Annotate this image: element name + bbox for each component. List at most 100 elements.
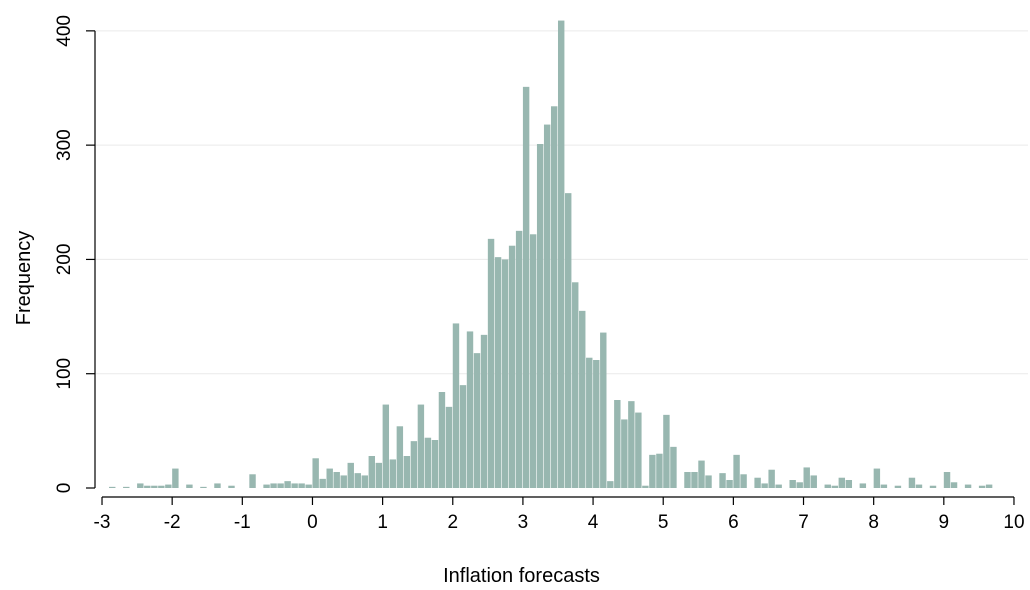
histogram-bar bbox=[151, 485, 158, 488]
histogram-bar bbox=[985, 484, 993, 488]
histogram-bar bbox=[908, 477, 916, 488]
histogram-bar bbox=[438, 392, 446, 488]
histogram-bar bbox=[691, 472, 698, 488]
histogram-bar bbox=[873, 468, 881, 488]
histogram-bar bbox=[565, 193, 572, 488]
histogram-bar bbox=[536, 144, 544, 488]
histogram-bar bbox=[312, 458, 319, 488]
histogram-bar bbox=[810, 475, 817, 488]
x-tick-label: -2 bbox=[164, 512, 181, 533]
histogram-bar bbox=[768, 469, 775, 488]
histogram-bar bbox=[410, 441, 418, 488]
histogram-bar bbox=[929, 485, 937, 488]
histogram-bar bbox=[333, 472, 340, 488]
x-tick-label: 8 bbox=[868, 512, 879, 533]
y-tick-label: 0 bbox=[54, 483, 75, 494]
histogram-bar bbox=[614, 400, 621, 488]
histogram-bar bbox=[347, 462, 354, 488]
histogram-bar bbox=[487, 238, 495, 488]
histogram-bar bbox=[796, 482, 803, 488]
histogram-bar bbox=[719, 473, 726, 488]
histogram-bar bbox=[277, 483, 284, 488]
histogram-bar bbox=[543, 124, 551, 489]
histogram-bar bbox=[943, 472, 951, 488]
histogram-bar bbox=[663, 414, 670, 488]
histogram-bar bbox=[305, 484, 312, 488]
histogram-bar bbox=[326, 468, 333, 488]
histogram-bar bbox=[501, 259, 509, 488]
histogram-bar bbox=[466, 331, 474, 488]
histogram-bar bbox=[298, 483, 305, 488]
histogram-bar bbox=[670, 446, 677, 488]
histogram-bar bbox=[389, 459, 397, 488]
histogram-bar bbox=[557, 20, 565, 488]
histogram-bar bbox=[775, 484, 782, 488]
histogram-bar bbox=[165, 484, 172, 488]
histogram-bar bbox=[978, 485, 986, 488]
histogram-bar bbox=[586, 357, 593, 488]
y-tick-label: 100 bbox=[54, 358, 75, 390]
histogram-bar bbox=[628, 401, 635, 488]
histogram-bar bbox=[403, 456, 411, 488]
histogram-bar bbox=[228, 485, 235, 488]
histogram-bar bbox=[522, 86, 530, 488]
histogram-bar bbox=[172, 468, 179, 488]
histogram-bar bbox=[529, 234, 537, 488]
histogram-bar bbox=[915, 484, 923, 488]
y-axis-title: Frequency bbox=[13, 231, 35, 326]
histogram-bar bbox=[761, 483, 768, 488]
histogram-bar bbox=[698, 460, 705, 488]
histogram-bar bbox=[361, 475, 368, 488]
histogram-bar bbox=[880, 484, 888, 488]
histogram-bar bbox=[579, 310, 586, 488]
histogram-bar bbox=[368, 456, 376, 488]
y-axis-ticks: 0 100 200 300 400 bbox=[54, 15, 95, 493]
histogram-bar bbox=[459, 385, 467, 488]
histogram-bar bbox=[144, 485, 151, 488]
histogram-bar bbox=[284, 481, 291, 488]
histogram-bar bbox=[382, 404, 390, 488]
histogram-bar bbox=[950, 482, 958, 488]
x-tick-label: 3 bbox=[518, 512, 529, 533]
histogram-bar bbox=[452, 323, 460, 488]
histogram-bar bbox=[705, 475, 712, 488]
histogram-bar bbox=[964, 484, 972, 488]
histogram-bar bbox=[649, 454, 656, 488]
histogram-bar bbox=[684, 472, 691, 488]
y-tick-label: 300 bbox=[54, 129, 75, 161]
histogram-bar bbox=[845, 480, 853, 488]
histogram-bar bbox=[158, 485, 165, 488]
histogram-bar bbox=[340, 475, 347, 488]
histogram-bar bbox=[480, 334, 488, 488]
histogram-bar bbox=[726, 480, 733, 488]
histogram-bar bbox=[621, 419, 628, 488]
y-tick-label: 200 bbox=[54, 244, 75, 276]
histogram-bar bbox=[859, 483, 867, 488]
histogram-bar bbox=[270, 483, 277, 488]
x-tick-label: 7 bbox=[798, 512, 809, 533]
x-tick-label: -1 bbox=[234, 512, 251, 533]
histogram-bar bbox=[635, 412, 642, 488]
x-tick-label: 5 bbox=[658, 512, 669, 533]
histogram-bar bbox=[642, 485, 649, 488]
histogram-bar bbox=[803, 467, 810, 488]
histogram-bar bbox=[754, 477, 761, 488]
histogram-bar bbox=[572, 282, 579, 488]
x-tick-label: 1 bbox=[377, 512, 388, 533]
x-axis-ticks: -3 -2 -1 0 1 2 3 4 5 6 7 8 9 10 bbox=[94, 497, 1025, 533]
histogram-bar bbox=[200, 486, 207, 488]
histogram-bar bbox=[831, 485, 838, 488]
histogram-bar bbox=[123, 486, 130, 488]
histogram-bar bbox=[137, 483, 144, 488]
histogram-bar bbox=[789, 480, 796, 488]
histogram-bar bbox=[319, 478, 326, 488]
histogram-bar bbox=[740, 474, 747, 488]
histogram-bar bbox=[508, 245, 516, 488]
histogram-bar bbox=[838, 477, 846, 488]
histogram-bar bbox=[263, 484, 270, 488]
histogram-bar bbox=[550, 106, 558, 489]
histogram-bar bbox=[733, 454, 740, 488]
histogram-bar bbox=[494, 257, 502, 488]
x-axis-title: Inflation forecasts bbox=[443, 565, 600, 587]
